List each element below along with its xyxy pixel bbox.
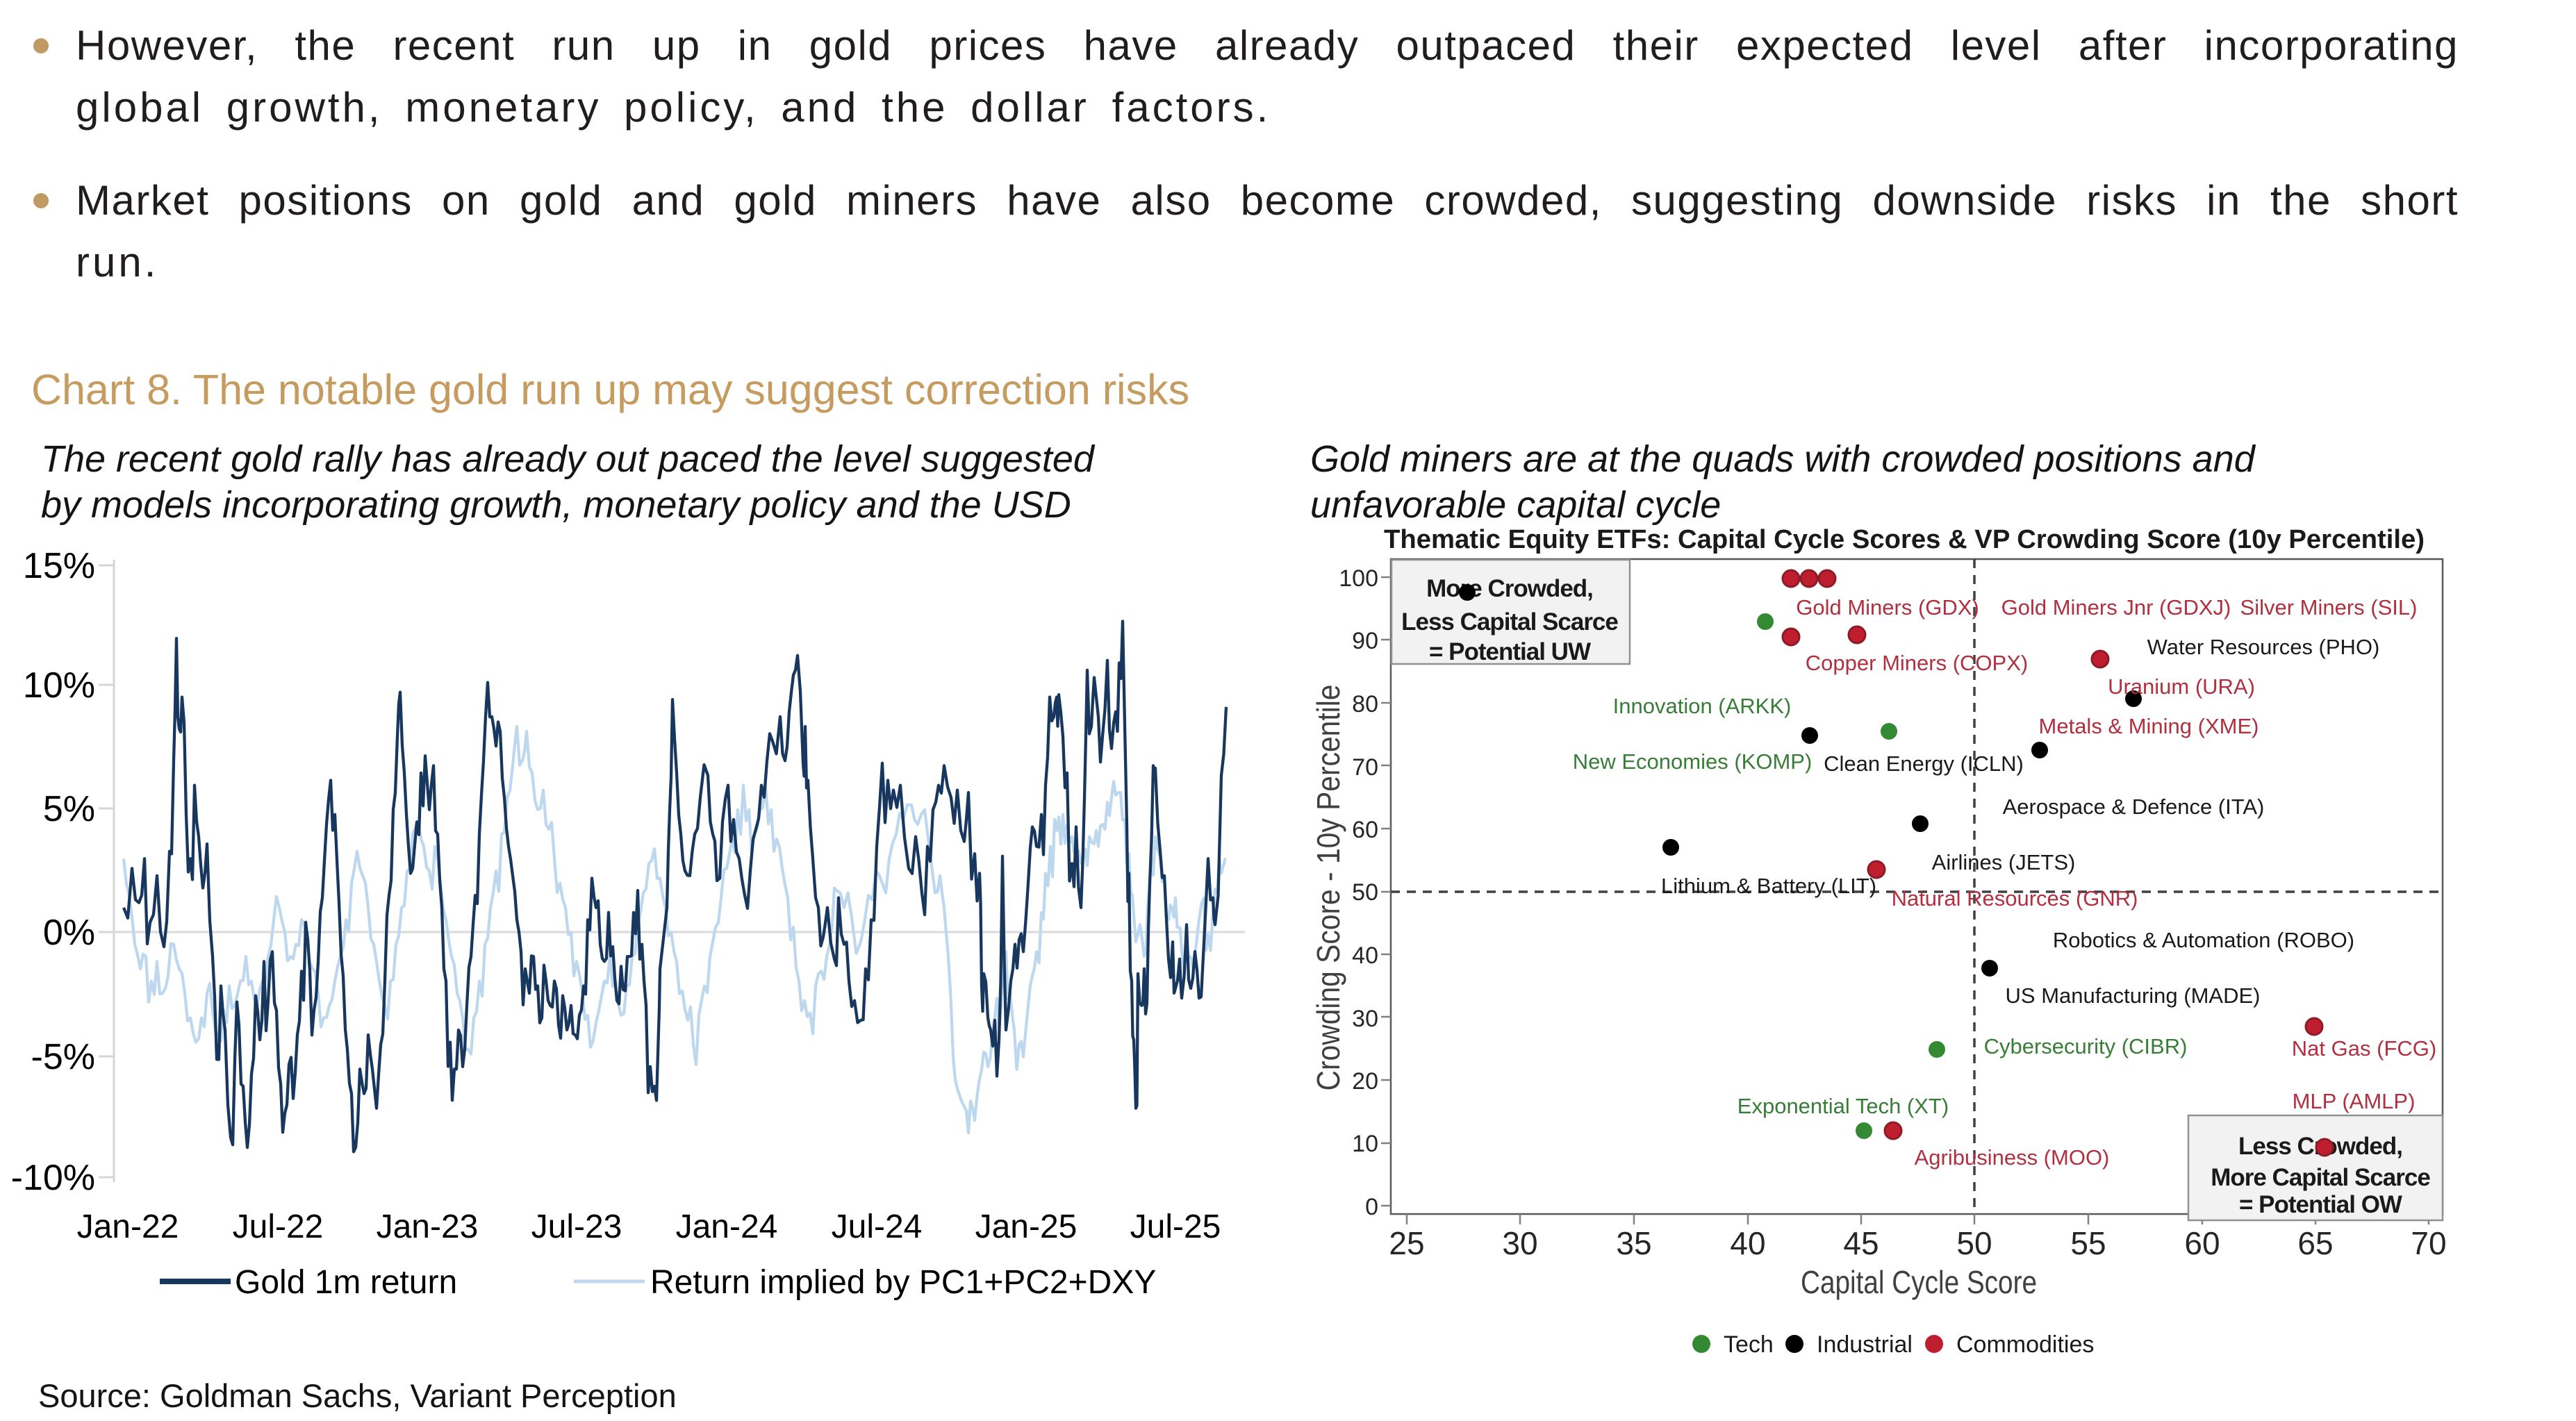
svg-text:60: 60 [1352,817,1378,843]
svg-text:0%: 0% [43,913,95,953]
svg-text:New Economies (KOMP): New Economies (KOMP) [1573,749,1813,774]
svg-text:Nat Gas (FCG): Nat Gas (FCG) [2292,1036,2436,1061]
svg-text:Crowding Score - 10y Percentil: Crowding Score - 10y Percentile [1310,685,1346,1091]
svg-text:20: 20 [1352,1068,1378,1095]
svg-text:More Crowded,: More Crowded, [1426,575,1593,602]
svg-text:65: 65 [2297,1225,2333,1261]
svg-text:Jul-23: Jul-23 [531,1208,622,1245]
svg-text:10: 10 [1352,1131,1378,1157]
svg-text:Less Capital Scarce: Less Capital Scarce [1401,608,1618,635]
svg-text:Jan-23: Jan-23 [377,1208,479,1245]
svg-text:Natural Resources (GNR): Natural Resources (GNR) [1892,886,2138,911]
svg-text:Jan-22: Jan-22 [77,1208,179,1245]
svg-text:10%: 10% [23,665,95,706]
svg-text:More Capital Scarce: More Capital Scarce [2211,1164,2430,1191]
svg-text:Water Resources (PHO): Water Resources (PHO) [2147,635,2380,659]
svg-text:80: 80 [1352,691,1378,717]
svg-text:Capital Cycle Score: Capital Cycle Score [1801,1264,2037,1300]
svg-text:Jul-22: Jul-22 [233,1208,324,1245]
svg-text:Jan-25: Jan-25 [975,1208,1078,1245]
svg-text:15%: 15% [23,546,95,586]
svg-text:70: 70 [2411,1225,2446,1261]
svg-text:50: 50 [1956,1225,1992,1261]
svg-text:0: 0 [1365,1194,1378,1220]
svg-text:Jul-25: Jul-25 [1130,1208,1221,1245]
svg-text:Metals & Mining (XME): Metals & Mining (XME) [2039,714,2259,738]
svg-text:Uranium (URA): Uranium (URA) [2108,674,2255,699]
svg-text:40: 40 [1352,942,1378,969]
svg-text:-10%: -10% [11,1158,95,1198]
svg-text:90: 90 [1352,628,1378,654]
svg-text:35: 35 [1616,1225,1651,1261]
svg-text:Jan-24: Jan-24 [676,1208,778,1245]
svg-text:MLP (AMLP): MLP (AMLP) [2293,1089,2416,1113]
svg-text:US Manufacturing (MADE): US Manufacturing (MADE) [2006,983,2261,1008]
svg-text:Gold 1m return: Gold 1m return [235,1264,457,1301]
svg-text:100: 100 [1339,565,1378,592]
svg-text:50: 50 [1352,879,1378,906]
svg-text:Tech: Tech [1724,1331,1774,1358]
svg-text:-5%: -5% [31,1037,95,1077]
svg-text:55: 55 [2070,1225,2106,1261]
svg-text:Robotics & Automation (ROBO): Robotics & Automation (ROBO) [2053,928,2354,952]
svg-text:Clean Energy (ICLN): Clean Energy (ICLN) [1824,751,2024,776]
svg-text:Return implied by PC1+PC2+DXY: Return implied by PC1+PC2+DXY [650,1264,1156,1301]
svg-text:5%: 5% [43,789,95,829]
svg-text:Copper Miners (COPX): Copper Miners (COPX) [1806,651,2028,675]
svg-text:Agribusiness (MOO): Agribusiness (MOO) [1915,1145,2110,1170]
svg-text:40: 40 [1730,1225,1765,1261]
svg-text:25: 25 [1389,1225,1424,1261]
svg-text:Airlines (JETS): Airlines (JETS) [1932,850,2076,874]
svg-text:Commodities: Commodities [1956,1331,2094,1358]
svg-text:Innovation (ARKK): Innovation (ARKK) [1613,694,1792,718]
svg-text:Gold Miners (GDX): Gold Miners (GDX) [1796,595,1979,620]
svg-text:60: 60 [2184,1225,2220,1261]
svg-text:Aerospace & Defence (ITA): Aerospace & Defence (ITA) [2003,795,2265,819]
svg-text:Lithium & Battery (LIT): Lithium & Battery (LIT) [1661,874,1876,898]
svg-text:Jul-24: Jul-24 [832,1208,923,1245]
svg-text:70: 70 [1352,754,1378,781]
svg-text:Gold Miners Jnr (GDXJ): Gold Miners Jnr (GDXJ) [2001,595,2231,620]
svg-text:Thematic Equity ETFs: Capital: Thematic Equity ETFs: Capital Cycle Scor… [1384,525,2425,554]
svg-text:Exponential Tech (XT): Exponential Tech (XT) [1737,1094,1949,1118]
svg-text:30: 30 [1352,1006,1378,1032]
svg-text:Cybersecurity (CIBR): Cybersecurity (CIBR) [1984,1034,2188,1058]
svg-text:= Potential OW: = Potential OW [2239,1191,2402,1218]
svg-text:30: 30 [1502,1225,1537,1261]
svg-text:Silver Miners (SIL): Silver Miners (SIL) [2240,595,2418,620]
svg-text:= Potential UW: = Potential UW [1429,638,1591,665]
svg-text:45: 45 [1843,1225,1879,1261]
svg-text:Industrial: Industrial [1817,1331,1913,1358]
